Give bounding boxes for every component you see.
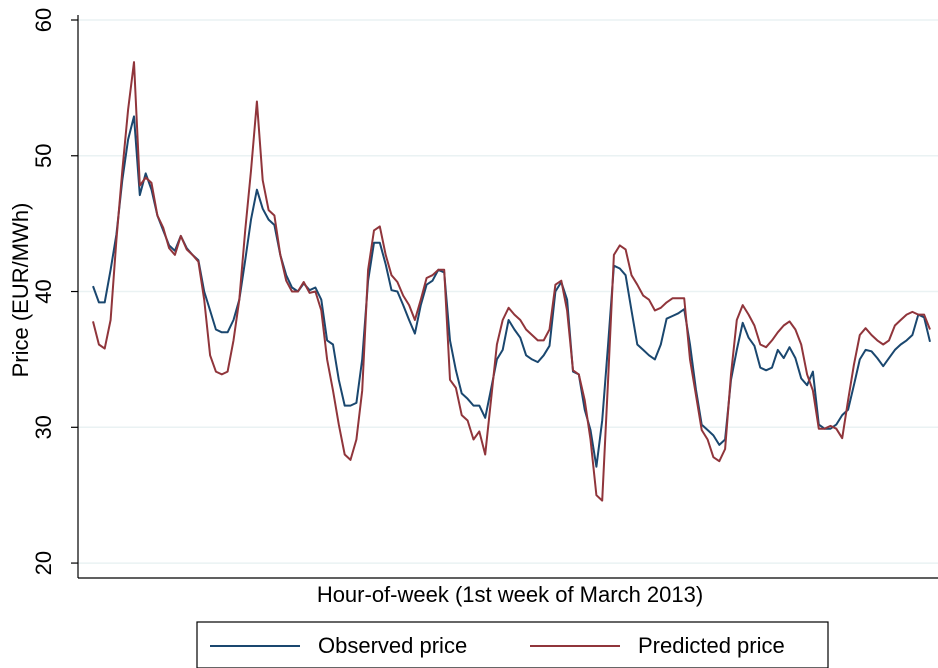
x-axis-label: Hour-of-week (1st week of March 2013) [317, 582, 703, 607]
y-tick-label: 40 [31, 279, 56, 303]
data-line [92, 61, 931, 502]
y-tick-label: 20 [31, 551, 56, 575]
data-line [92, 115, 931, 468]
y-axis-label: Price (EUR/MWh) [8, 203, 33, 378]
legend-label: Observed price [318, 633, 467, 658]
legend-label: Predicted price [638, 633, 785, 658]
y-tick-label: 50 [31, 144, 56, 168]
y-tick-label: 30 [31, 415, 56, 439]
y-tick-label: 60 [31, 8, 56, 32]
legend-box [196, 621, 829, 668]
